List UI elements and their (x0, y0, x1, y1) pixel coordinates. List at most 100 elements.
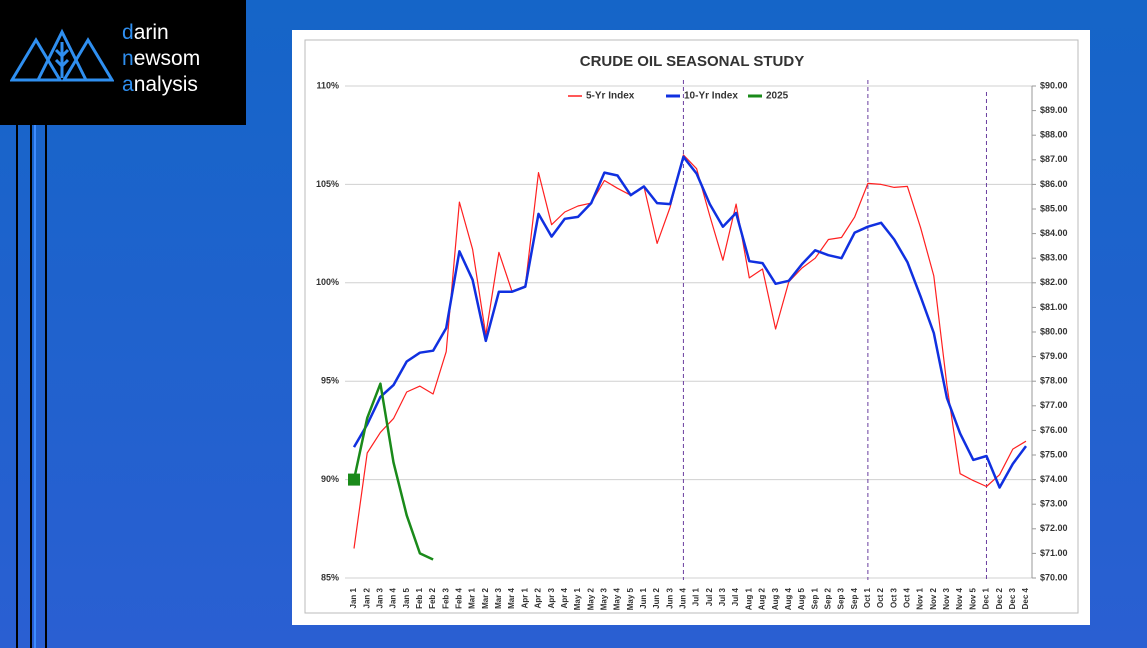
x-tick-label: Feb 4 (455, 587, 464, 608)
logo-mark (10, 28, 114, 82)
legend-label: 5-Yr Index (586, 91, 635, 102)
x-tick-label: May 3 (599, 587, 608, 610)
x-tick-label: Apr 1 (520, 587, 529, 608)
y2-tick-label: $80.00 (1040, 326, 1068, 336)
x-tick-label: Oct 1 (863, 587, 872, 608)
chart-title: CRUDE OIL SEASONAL STUDY (580, 53, 804, 70)
x-tick-label: Jan 2 (362, 587, 371, 608)
y2-tick-label: $76.00 (1040, 425, 1068, 435)
x-tick-label: Apr 2 (534, 587, 543, 608)
y2-tick-label: $70.00 (1040, 572, 1068, 582)
x-tick-label: Oct 2 (876, 587, 885, 608)
y2-tick-label: $86.00 (1040, 179, 1068, 189)
y-tick-label: 95% (321, 376, 339, 386)
x-tick-label: Aug 1 (744, 587, 753, 610)
y2-tick-label: $90.00 (1040, 80, 1068, 90)
x-tick-label: Dec 2 (995, 587, 1004, 609)
y2-tick-label: $79.00 (1040, 351, 1068, 361)
x-tick-label: Jan 3 (375, 587, 384, 608)
x-tick-label: Sep 2 (823, 587, 832, 609)
x-tick-label: Mar 1 (468, 587, 477, 608)
plot-border (304, 39, 1079, 614)
x-tick-label: Jul 3 (718, 587, 727, 606)
x-tick-label: Jun 4 (679, 587, 688, 608)
y2-tick-label: $82.00 (1040, 277, 1068, 287)
x-tick-label: Apr 3 (547, 587, 556, 608)
rule (30, 125, 32, 648)
y-tick-label: 90% (321, 474, 339, 484)
x-tick-label: Dec 3 (1008, 587, 1017, 609)
y2-tick-label: $85.00 (1040, 203, 1068, 213)
x-tick-label: May 5 (626, 587, 635, 610)
rule (34, 125, 36, 648)
x-tick-label: Dec 1 (982, 587, 991, 609)
y2-tick-label: $78.00 (1040, 376, 1068, 386)
y2-tick-label: $71.00 (1040, 548, 1068, 558)
x-tick-label: Mar 2 (481, 587, 490, 608)
y-tick-label: 85% (321, 572, 339, 582)
x-tick-label: May 1 (573, 587, 582, 610)
legend-label: 10-Yr Index (684, 91, 738, 102)
chart: CRUDE OIL SEASONAL STUDY 85% 90% 95% 100% 10… (304, 39, 1079, 614)
logo: darin newsom analysis (0, 0, 246, 125)
x-tick-label: Mar 3 (494, 587, 503, 608)
x-tick-label: Nov 5 (968, 587, 977, 609)
x-tick-label: Jul 2 (705, 587, 714, 606)
y2-tick-label: $81.00 (1040, 302, 1068, 312)
x-tick-label: Feb 1 (415, 587, 424, 608)
x-tick-label: Jun 3 (665, 587, 674, 608)
y2-tick-label: $72.00 (1040, 523, 1068, 533)
x-tick-label: Dec 4 (1021, 587, 1030, 609)
x-tick-label: Jul 4 (731, 587, 740, 606)
y-tick-label: 110% (316, 80, 339, 90)
x-tick-label: Oct 3 (889, 587, 898, 608)
x-tick-label: Feb 2 (428, 587, 437, 608)
y2-tick-label: $73.00 (1040, 499, 1068, 509)
series-line (352, 155, 1028, 489)
x-tick-label: Sep 3 (837, 587, 846, 609)
x-tick-label: Nov 4 (955, 587, 964, 609)
x-tick-label: Aug 5 (797, 587, 806, 610)
y2-tick-label: $89.00 (1040, 105, 1068, 115)
logo-line: darin (122, 21, 169, 44)
series-line (352, 382, 434, 561)
y2-tick-label: $88.00 (1040, 130, 1068, 140)
x-tick-label: Jul 1 (692, 587, 701, 606)
x-tick-label: Aug 4 (784, 587, 793, 610)
x-tick-label: Apr 4 (560, 587, 569, 608)
x-tick-label: Aug 2 (758, 587, 767, 610)
y2-tick-label: $83.00 (1040, 253, 1068, 263)
x-tick-label: Aug 3 (771, 587, 780, 610)
x-tick-label: Jan 4 (389, 587, 398, 608)
y2-tick-label: $74.00 (1040, 474, 1068, 484)
y2-tick-label: $84.00 (1040, 228, 1068, 238)
y2-tick-label: $87.00 (1040, 154, 1068, 164)
x-tick-label: Jan 1 (349, 587, 358, 608)
x-tick-label: Mar 4 (507, 587, 516, 608)
series-line (353, 154, 1027, 549)
rule (16, 125, 18, 648)
logo-line: newsom (122, 47, 201, 70)
x-tick-label: Nov 1 (916, 587, 925, 609)
logo-text: darin newsom analysis (122, 20, 200, 98)
y2-tick-label: $75.00 (1040, 449, 1068, 459)
x-tick-label: Jun 1 (639, 587, 648, 608)
logo-line: analysis (122, 73, 198, 96)
x-tick-label: Sep 4 (850, 587, 859, 609)
x-tick-label: Sep 1 (810, 587, 819, 609)
y-tick-label: 100% (316, 277, 339, 287)
x-tick-label: Jun 2 (652, 587, 661, 608)
x-tick-label: May 4 (613, 587, 622, 610)
legend-label: 2025 (766, 91, 789, 102)
x-tick-label: Feb 3 (441, 587, 450, 608)
chart-panel: CRUDE OIL SEASONAL STUDY 85% 90% 95% 100% 10… (292, 30, 1090, 625)
x-tick-label: May 2 (586, 587, 595, 610)
x-tick-label: Jan 5 (402, 587, 411, 608)
x-tick-label: Nov 3 (942, 587, 951, 609)
y2-tick-label: $77.00 (1040, 400, 1068, 410)
x-tick-label: Oct 4 (903, 587, 912, 608)
rule (45, 125, 47, 648)
series-marker (348, 473, 360, 486)
y-tick-label: 105% (316, 179, 339, 189)
